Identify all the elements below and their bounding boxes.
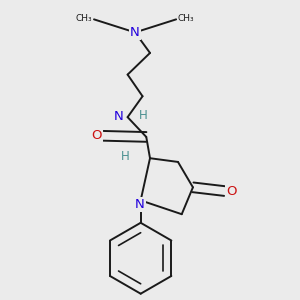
Text: CH₃: CH₃ (76, 14, 92, 23)
Text: H: H (122, 150, 130, 163)
Text: O: O (92, 129, 102, 142)
Text: H: H (139, 109, 148, 122)
Text: CH₃: CH₃ (178, 14, 195, 23)
Text: N: N (113, 110, 123, 123)
Text: O: O (226, 184, 237, 198)
Text: N: N (135, 198, 145, 211)
Text: N: N (130, 26, 140, 39)
